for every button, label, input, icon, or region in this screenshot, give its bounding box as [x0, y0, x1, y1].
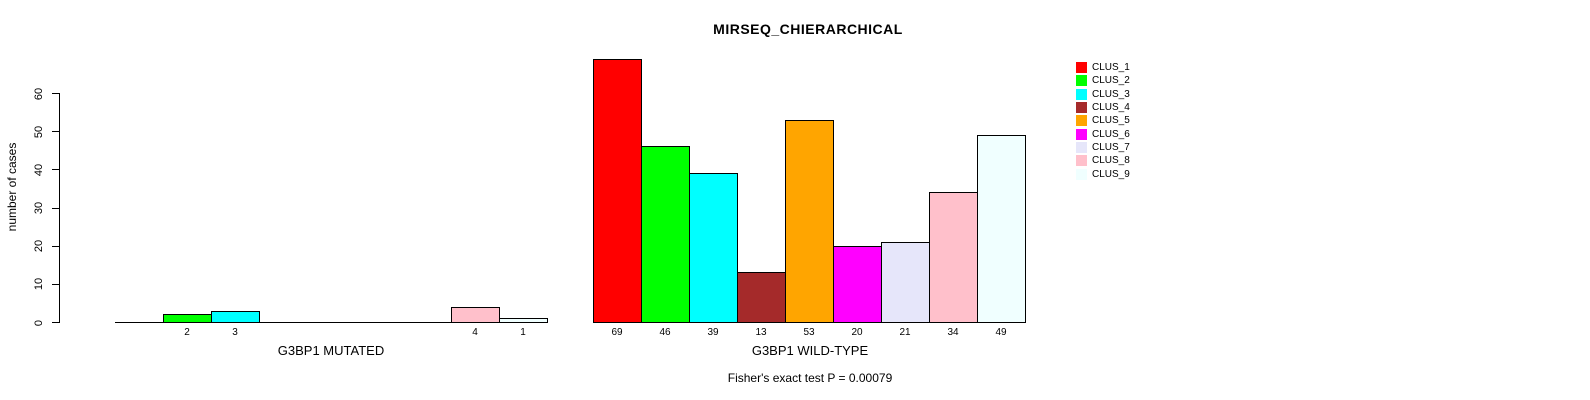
legend: CLUS_1 CLUS_2 CLUS_3 CLUS_4 CLUS_5 CLUS_6 CLUS… — [1076, 61, 1130, 181]
legend-swatch — [1076, 75, 1087, 87]
legend-swatch — [1076, 168, 1087, 180]
bar-value-label: 21 — [899, 327, 911, 338]
y-tick-label: 0 — [33, 319, 45, 326]
bar-mutated-CLUS_3 — [211, 311, 260, 323]
legend-item-CLUS_2: CLUS_2 — [1076, 74, 1130, 87]
group-label-mutated: G3BP1 MUTATED — [277, 343, 385, 358]
bar-wildtype-CLUS_9 — [977, 135, 1026, 323]
legend-item-CLUS_8: CLUS_8 — [1076, 154, 1130, 167]
bar-value-label: 2 — [184, 327, 190, 338]
bar-value-label: 20 — [851, 327, 863, 338]
bar-wildtype-CLUS_4 — [737, 272, 786, 323]
legend-item-CLUS_4: CLUS_4 — [1076, 101, 1130, 114]
bar-mutated-CLUS_8 — [451, 307, 500, 323]
bar-wildtype-CLUS_5 — [785, 120, 834, 323]
legend-label: CLUS_9 — [1092, 168, 1130, 180]
bar-wildtype-CLUS_1 — [593, 59, 642, 323]
y-tick-label: 60 — [33, 87, 45, 100]
legend-item-CLUS_1: CLUS_1 — [1076, 61, 1130, 74]
legend-label: CLUS_8 — [1092, 155, 1130, 167]
legend-item-CLUS_7: CLUS_7 — [1076, 141, 1130, 154]
bar-value-label: 46 — [659, 327, 671, 338]
y-tick — [52, 283, 59, 285]
bar-value-label: 49 — [995, 327, 1007, 338]
y-axis-line — [59, 93, 60, 323]
legend-swatch — [1076, 62, 1087, 74]
legend-label: CLUS_6 — [1092, 128, 1130, 140]
y-tick-label: 30 — [33, 201, 45, 215]
legend-item-CLUS_5: CLUS_5 — [1076, 114, 1130, 127]
bar-value-label: 34 — [947, 327, 959, 338]
bar-mutated-CLUS_2 — [163, 314, 212, 323]
legend-item-CLUS_3: CLUS_3 — [1076, 88, 1130, 101]
legend-label: CLUS_1 — [1092, 62, 1130, 74]
legend-swatch — [1076, 128, 1087, 140]
legend-label: CLUS_7 — [1092, 141, 1130, 153]
legend-swatch — [1076, 102, 1087, 114]
bar-wildtype-CLUS_7 — [881, 242, 930, 323]
y-tick-label: 40 — [33, 163, 45, 176]
legend-label: CLUS_4 — [1092, 102, 1130, 114]
legend-label: CLUS_5 — [1092, 115, 1130, 127]
bar-value-label: 4 — [472, 327, 478, 338]
bar-value-label: 69 — [611, 327, 623, 338]
bar-value-label: 13 — [755, 327, 767, 338]
bar-mutated-CLUS_9 — [499, 318, 548, 323]
y-axis-label: number of cases — [5, 142, 19, 232]
legend-swatch — [1076, 155, 1087, 167]
y-tick — [52, 169, 59, 171]
legend-label: CLUS_2 — [1092, 75, 1130, 87]
y-tick — [52, 207, 59, 209]
bar-wildtype-CLUS_2 — [641, 146, 690, 323]
bar-wildtype-CLUS_3 — [689, 173, 738, 323]
fisher-test-annotation: Fisher's exact test P = 0.00079 — [727, 371, 893, 385]
bar-value-label: 3 — [232, 327, 238, 338]
y-tick-label: 20 — [33, 240, 45, 253]
legend-swatch — [1076, 88, 1087, 100]
bar-value-label: 1 — [520, 327, 526, 338]
chart-title: MIRSEQ_CHIERARCHICAL — [713, 21, 903, 37]
legend-swatch — [1076, 115, 1087, 127]
y-tick-label: 10 — [33, 278, 45, 291]
bar-wildtype-CLUS_8 — [929, 192, 978, 323]
y-tick — [52, 245, 59, 247]
bar-wildtype-CLUS_6 — [833, 246, 882, 323]
y-tick — [52, 131, 59, 133]
legend-item-CLUS_6: CLUS_6 — [1076, 127, 1130, 140]
legend-item-CLUS_9: CLUS_9 — [1076, 167, 1130, 180]
group-baseline — [115, 322, 547, 323]
y-tick — [52, 322, 59, 323]
y-tick-label: 50 — [33, 125, 45, 138]
bar-value-label: 53 — [803, 327, 815, 338]
group-label-wildtype: G3BP1 WILD-TYPE — [751, 343, 869, 358]
bar-value-label: 39 — [707, 327, 719, 338]
legend-swatch — [1076, 141, 1087, 153]
legend-label: CLUS_3 — [1092, 88, 1130, 100]
y-tick — [52, 93, 59, 94]
